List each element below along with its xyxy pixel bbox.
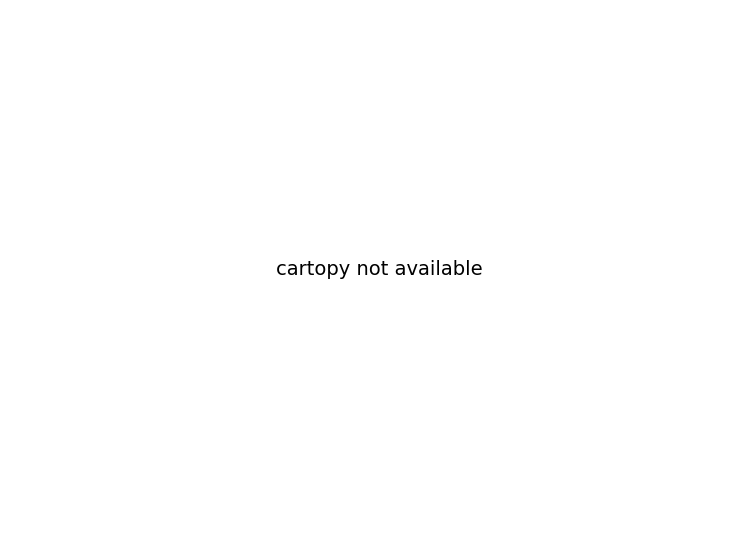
Text: cartopy not available: cartopy not available xyxy=(276,260,483,279)
